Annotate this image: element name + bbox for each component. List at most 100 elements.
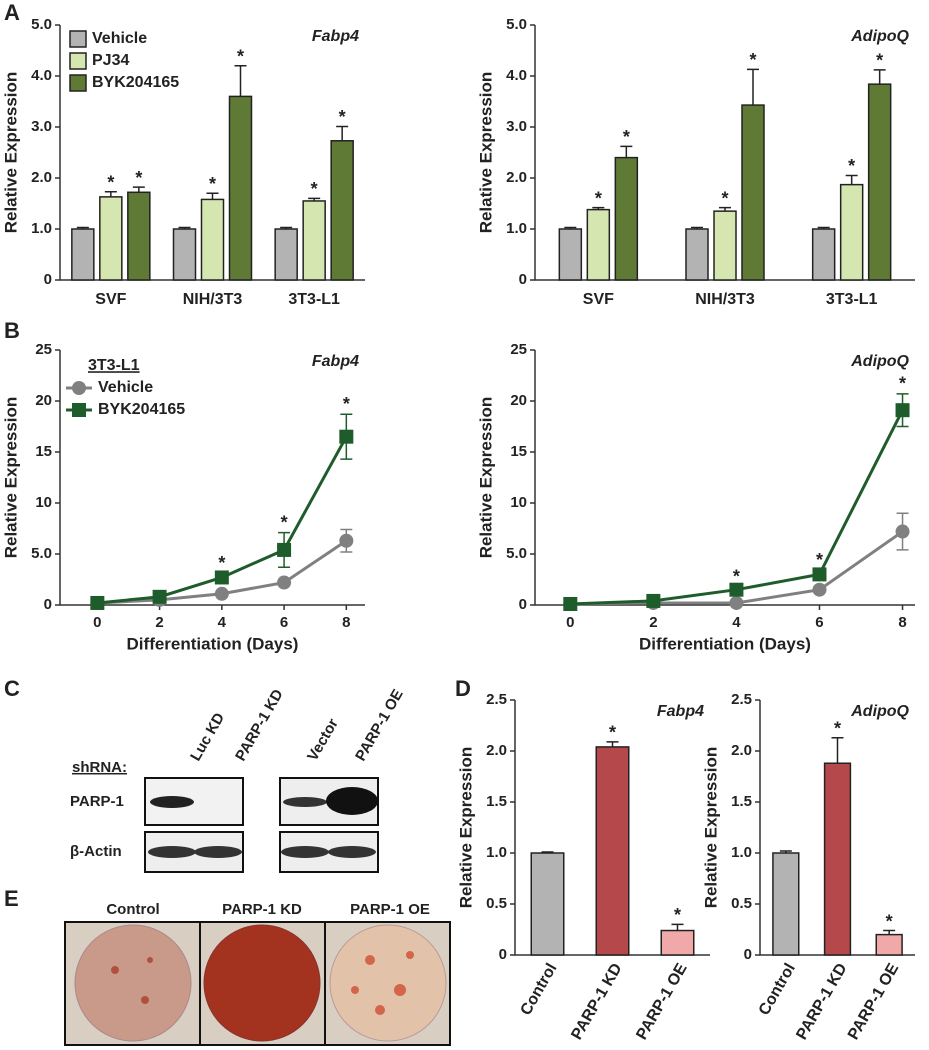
y-tick-label: 25 [510,341,527,358]
significance-mark: * [107,173,114,193]
error-bar [883,929,896,935]
y-tick-label: 1.5 [486,793,507,810]
marker [214,570,229,585]
significance-mark: * [209,174,216,194]
significance-mark: * [281,512,288,532]
y-tick-label: 4.0 [31,67,52,84]
bar [228,95,253,281]
y-tick-label: 0 [744,946,752,963]
marker [277,575,292,590]
legend-label: BYK204165 [92,74,179,91]
x-tick-label: 8 [898,614,906,631]
y-axis-label: Relative Expression [1,72,20,234]
error-bar [132,186,145,193]
bar [811,228,836,281]
marker [729,595,744,610]
error-bar [104,191,117,197]
error-bar [845,174,858,185]
panel-label: A [4,0,20,25]
bar [330,140,354,281]
error-bar [747,68,759,106]
error-bar [620,145,633,158]
bar [530,852,565,956]
significance-mark: * [876,51,883,71]
y-tick-label: 3.0 [31,118,52,135]
marker [339,533,354,548]
bar [772,852,800,956]
marker [895,403,910,418]
y-axis-label: Relative Expression [476,72,495,234]
panel-label: C [4,676,20,701]
x-tick-label: 0 [93,614,101,631]
y-tick-label: 2.5 [731,691,752,708]
marker [152,589,167,604]
x-tick-label: 2 [649,614,657,631]
y-tick-label: 15 [35,443,52,460]
error-bar [308,197,321,201]
x-tick-label: PARP-1 OE [633,960,690,1042]
error-bar [719,206,731,212]
significance-mark: * [886,911,893,931]
bar [823,762,852,956]
dish-label: PARP-1 KD [222,901,302,918]
x-tick-label: PARP-1 KD [793,961,850,1043]
bar [172,228,197,281]
dish-image [64,921,451,1046]
protein-label: β-Actin [70,843,122,860]
bar [614,156,639,281]
y-axis-label: Relative Expression [1,397,20,559]
x-tick-label: NIH/3T3 [183,291,243,308]
bar [127,191,151,281]
significance-mark: * [899,374,906,394]
y-tick-label: 0 [519,271,527,288]
error-bar [178,226,191,229]
panel-label: B [4,318,20,343]
x-tick-label: 4 [218,614,227,631]
lane-label: Vector [304,716,342,764]
lane-label: PARP-1 OE [352,686,407,764]
y-tick-label: 1.0 [731,844,752,861]
error-bar [206,192,219,200]
y-tick-label: 0 [44,271,52,288]
chart-title: Fabp4 [657,703,704,720]
y-tick-label: 20 [35,392,52,409]
legend-title: 3T3-L1 [88,357,140,374]
marker [812,582,827,597]
x-tick-label: PARP-1 KD [568,961,625,1043]
y-tick-label: 0.5 [486,895,507,912]
error-bar [592,206,605,210]
significance-mark: * [339,107,346,127]
significance-mark: * [674,905,681,925]
lane-label: PARP-1 KD [232,686,287,764]
significance-mark: * [311,179,318,199]
y-tick-label: 0.5 [731,895,752,912]
marker [563,596,578,611]
y-tick-label: 1.0 [486,844,507,861]
significance-mark: * [623,127,630,147]
x-tick-label: 3T3-L1 [826,291,878,308]
chart-title: Fabp4 [312,353,359,370]
significance-mark: * [237,47,244,67]
y-tick-label: 0 [499,946,507,963]
blot-row-label: shRNA: [72,759,127,776]
dish-label: PARP-1 OE [350,901,430,918]
significance-mark: * [834,718,841,738]
x-axis-label: Differentiation (Days) [127,634,299,653]
x-tick-label: 8 [342,614,350,631]
error-bar [541,851,554,853]
y-tick-label: 2.0 [731,742,752,759]
marker [277,542,292,557]
x-tick-label: PARP-1 OE [845,960,902,1042]
y-axis-label: Relative Expression [701,747,720,909]
marker [812,567,827,582]
y-tick-label: 15 [510,443,527,460]
legend-label: PJ34 [92,52,129,69]
legend-label: Vehicle [98,379,153,396]
error-bar [817,226,830,229]
error-bar [671,923,684,931]
y-tick-label: 5.0 [506,545,527,562]
blot-image [144,777,379,873]
bar [875,933,903,956]
error-bar [280,226,293,229]
y-axis-label: Relative Expression [476,397,495,559]
